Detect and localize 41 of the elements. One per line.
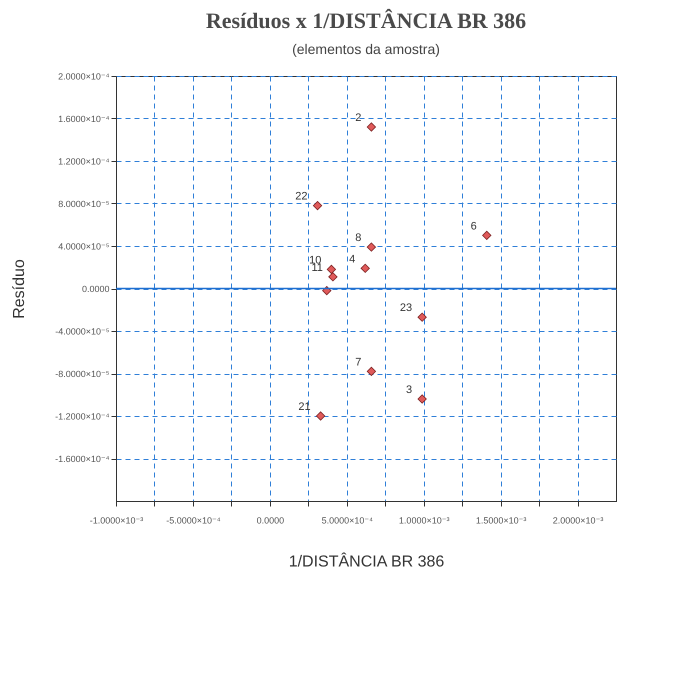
point [366, 366, 376, 376]
point [360, 264, 370, 273]
annotation: 4 [349, 253, 356, 266]
x-tick-label: 1.0000×10⁻³ [398, 516, 450, 526]
point [418, 394, 427, 404]
annotation: 22 [295, 190, 308, 203]
point [316, 411, 326, 421]
annotation: 7 [355, 356, 362, 368]
x-tick-label: 5.0000×10⁻⁴ [322, 516, 374, 526]
annotation: 6 [470, 220, 477, 232]
x-tick-label: 2.0000×10⁻³ [552, 516, 604, 526]
y-tick-label: -1.2000×10⁻⁴ [55, 412, 110, 422]
x-axis-title: 1/DISTÂNCIA BR 386 [288, 552, 444, 570]
y-tick-label: 1.2000×10⁻⁴ [58, 156, 110, 166]
chart-subtitle: (elementos da amostra) [292, 41, 440, 57]
y-tick-label: -4.0000×10⁻⁵ [55, 326, 110, 336]
y-tick-label: 1.6000×10⁻⁴ [58, 114, 110, 124]
x-tick-label: -5.0000×10⁻⁴ [166, 516, 221, 526]
point [366, 122, 376, 132]
x-tick-label: -1.0000×10⁻³ [90, 516, 144, 526]
x-tick-label: 0.0000 [256, 516, 284, 526]
point [328, 272, 338, 282]
point [366, 242, 376, 252]
point [418, 312, 427, 322]
point [482, 230, 492, 240]
point [312, 201, 322, 210]
y-tick-label: 4.0000×10⁻⁵ [58, 242, 110, 252]
y-tick-label: -1.6000×10⁻⁴ [55, 454, 110, 464]
y-axis-title: Resíduo [11, 259, 28, 319]
y-tick-label: 8.0000×10⁻⁵ [58, 199, 110, 209]
chart-title: Resíduos x 1/DISTÂNCIA BR 386 [206, 8, 526, 33]
y-tick-label: 0.0000 [82, 284, 110, 294]
x-tick-label: 1.5000×10⁻³ [476, 516, 526, 526]
annotation: 2 [355, 112, 362, 124]
y-tick-label: 2.0000×10⁻⁴ [58, 72, 110, 82]
annotation: 21 [298, 401, 311, 413]
annotation: 3 [406, 384, 412, 396]
y-tick-label: -8.0000×10⁻⁵ [55, 369, 110, 379]
annotation: 8 [355, 232, 362, 244]
point [326, 264, 336, 274]
annotation: 23 [400, 302, 412, 314]
